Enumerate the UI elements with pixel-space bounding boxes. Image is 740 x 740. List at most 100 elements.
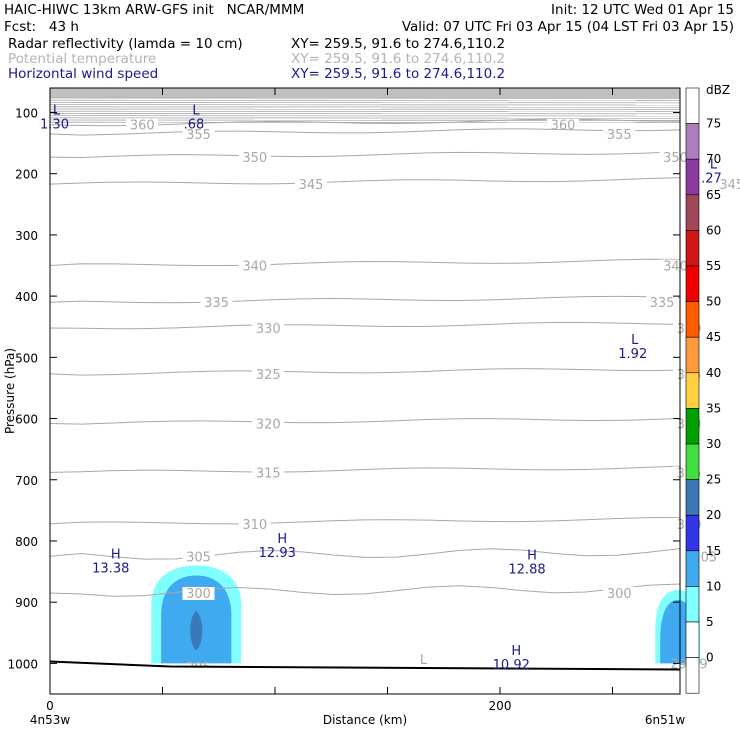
isentrope-label-bg	[295, 178, 327, 192]
isentrope-label-bg	[252, 417, 285, 431]
colorbar-swatch-10	[685, 443, 700, 480]
y-tick-label-400: 400	[15, 290, 38, 304]
isentrope-label-bg	[252, 367, 285, 381]
isentrope-330	[49, 321, 681, 330]
wind-extremum-L-3: L	[631, 333, 639, 348]
plot-frame	[49, 87, 681, 695]
colorbar-swatch-7	[685, 336, 700, 374]
isentrope-label-bg	[182, 127, 215, 141]
colorbar-label-65: 65	[706, 188, 721, 202]
colorbar-swatch-12	[685, 514, 700, 552]
wind-extremum-L-1: L	[192, 103, 200, 118]
isentrope-label-300: 300	[186, 587, 211, 602]
field-theta-name: Potential temperature	[8, 51, 157, 67]
isentrope-label-360: 360	[551, 119, 576, 134]
wind-extremum-value-4: 13.38	[92, 561, 129, 576]
colorbar-label-35: 35	[706, 401, 721, 415]
wind-extremum-H-4: H	[111, 547, 121, 562]
below-ground-fill	[50, 661, 680, 694]
isentrope-label-305: 305	[186, 550, 211, 565]
y-tick-label-1000: 1000	[7, 657, 38, 671]
wind-extremum-value-5: 12.93	[259, 546, 296, 561]
wind-extremum-value-6: 12.88	[508, 562, 545, 577]
model-top-band	[50, 88, 680, 98]
y-tick-label-600: 600	[15, 413, 38, 427]
isentrope-label-320: 320	[256, 417, 281, 432]
wind-extremum-H-5: H	[277, 532, 287, 547]
isentrope-label-bg	[238, 517, 271, 531]
colorbar-title: dBZ	[706, 83, 730, 97]
colorbar-label-10: 10	[706, 579, 721, 593]
isentrope-label-300: 300	[607, 587, 632, 602]
isentrope-label-bg	[182, 587, 215, 600]
colorbar-label-30: 30	[706, 437, 721, 451]
isentrope-label-bg	[659, 151, 692, 165]
isentrope-label-325: 325	[256, 368, 281, 383]
isentrope-315	[49, 465, 681, 473]
header-valid: Valid: 07 UTC Fri 03 Apr 15 (04 LST Fri …	[401, 19, 734, 35]
x-axis-title: Distance (km)	[323, 713, 407, 727]
isentrope-label-340: 340	[663, 260, 688, 275]
isentrope-label-bg	[252, 466, 285, 480]
x-tick-label-200: 200	[489, 699, 512, 713]
isentrope-label-bg	[715, 178, 740, 192]
isentrope-label-bg	[646, 296, 678, 310]
theta-extremum-label: L	[420, 653, 428, 668]
colorbar-label-55: 55	[706, 259, 721, 273]
field-reflectivity-name: Radar reflectivity (lamda = 10 cm)	[8, 36, 243, 52]
isentrope-label-bg	[238, 151, 271, 165]
field-wind-name: Horizontal wind speed	[8, 66, 159, 82]
wind-extremum-H-6: H	[527, 548, 537, 563]
colorbar-swatch-11	[685, 479, 700, 516]
colorbar-swatch-0	[685, 87, 700, 124]
terrain-layer	[49, 660, 681, 694]
isentrope-label-315: 315	[256, 466, 281, 481]
isentrope-320	[49, 417, 681, 425]
colorbar-label-75: 75	[706, 117, 721, 131]
isentrope-label-360: 360	[130, 119, 155, 134]
colorbar-label-5: 5	[706, 615, 714, 629]
field-wind-xy: XY= 259.5, 91.6 to 274.6,110.2	[291, 66, 506, 82]
isentrope-340	[49, 258, 681, 267]
wind-extremum-H-7: H	[511, 644, 521, 659]
isentrope-label-335: 335	[204, 296, 229, 311]
isentrope-310	[49, 516, 681, 525]
isentrope-label-bg	[547, 118, 579, 132]
colorbar-swatch-6	[685, 301, 700, 338]
colorbar-swatch-4	[685, 230, 700, 267]
colorbar-swatch-8	[685, 372, 700, 409]
colorbar-label-60: 60	[706, 223, 721, 237]
y-tick-label-100: 100	[15, 106, 38, 120]
field-theta-xy: XY= 259.5, 91.6 to 274.6,110.2	[291, 51, 506, 67]
y-tick-label-700: 700	[15, 474, 38, 488]
isentrope-350	[49, 151, 681, 159]
isentrope-label-bg	[182, 550, 215, 564]
x-tick-label-0: 0	[46, 699, 54, 713]
isentrope-345	[49, 177, 681, 185]
colorbar-swatch-13	[685, 550, 700, 587]
header-fcst: Fcst: 43 h	[4, 19, 79, 35]
isentrope-label-340: 340	[242, 260, 267, 275]
isentrope-300	[49, 583, 681, 597]
colorbar-swatch-2	[685, 158, 700, 196]
isentrope-305	[49, 548, 681, 560]
colorbar-swatch-3	[685, 194, 700, 231]
y-tick-label-800: 800	[15, 535, 38, 549]
y-tick-label-200: 200	[15, 168, 38, 182]
isentrope-325	[49, 368, 681, 376]
isentrope-label-bg	[659, 259, 692, 273]
isentrope-label-345: 345	[299, 178, 324, 193]
axes-layer: 100 200 300 400 500 600 700 800 900 1000 0 200 4n53w…	[3, 87, 686, 727]
colorbar-label-40: 40	[706, 366, 721, 380]
isentrope-label-310: 310	[242, 518, 267, 533]
isentrope-label-350: 350	[242, 151, 267, 166]
y-tick-label-900: 900	[15, 596, 38, 610]
field-reflectivity-xy: XY= 259.5, 91.6 to 274.6,110.2	[291, 36, 506, 52]
colorbar-label-25: 25	[706, 473, 721, 487]
isentrope-label-350: 350	[663, 151, 688, 166]
colorbar-swatch-5	[685, 265, 700, 302]
x-end-label-right: 6n51w	[645, 713, 686, 727]
